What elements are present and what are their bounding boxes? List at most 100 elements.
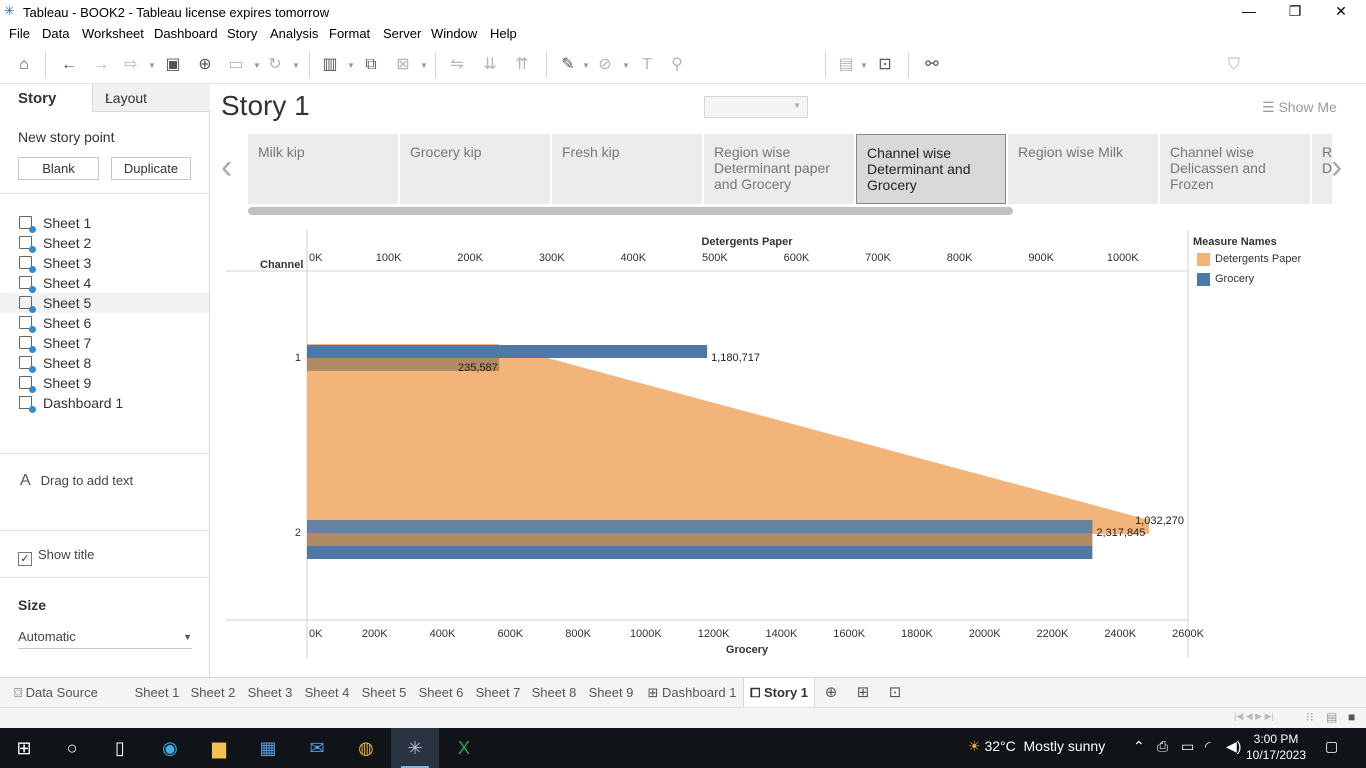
search-icon[interactable]: ○ [66, 738, 78, 758]
share-icon[interactable]: ⚯ [925, 56, 939, 73]
show-title-checkbox[interactable]: ✓ Show title [18, 547, 94, 566]
pause-updates-icon[interactable]: ▭ [228, 56, 244, 73]
format-painter-icon[interactable]: ⛉ [1227, 56, 1240, 73]
sheet-list-item[interactable]: Sheet 2 [0, 233, 209, 253]
collapse-panel-icon[interactable]: ‹ [105, 88, 110, 104]
battery-icon[interactable]: ▭ [1181, 738, 1195, 754]
size-dropdown[interactable]: Automatic ▼ [18, 629, 192, 649]
highlight-icon[interactable]: ✎ [561, 56, 575, 73]
sheet-list-item[interactable]: Sheet 5 [0, 293, 209, 313]
sort-ascending-icon[interactable]: ⇊ [483, 56, 497, 73]
tab-sheet[interactable]: Sheet 1 [134, 685, 180, 700]
show-me-button[interactable]: ☰ Show Me [1262, 99, 1337, 116]
replay-icon[interactable]: ⇨ [124, 56, 138, 73]
sheet-sorter-view-icon[interactable]: ⁝⁝ [1306, 710, 1314, 724]
minimize-button[interactable]: — [1242, 3, 1256, 19]
story-point-partial[interactable]: R D [1312, 134, 1332, 204]
drag-to-add-text[interactable]: A Drag to add text [20, 472, 133, 490]
tab-layout[interactable]: Layout ‹ [92, 84, 210, 112]
previous-story-point-arrow-icon[interactable]: ‹ [221, 148, 233, 186]
fit-dropdown[interactable]: ▼ [704, 96, 808, 118]
show-cards-dropdown-icon[interactable]: ▼ [860, 61, 868, 70]
menu-analysis[interactable]: Analysis [270, 26, 319, 41]
windows-start-icon[interactable]: ⊞ [16, 738, 32, 758]
group-dropdown-icon[interactable]: ▼ [622, 61, 630, 70]
swap-icon[interactable]: ⇋ [450, 56, 464, 73]
volume-icon[interactable]: ◀) [1226, 738, 1242, 754]
menu-format[interactable]: Format [329, 26, 371, 41]
chevron-up-icon[interactable]: ⌃ [1133, 738, 1145, 754]
chrome-icon[interactable]: ◍ [358, 738, 374, 758]
edge-browser-icon[interactable]: ◉ [162, 738, 178, 758]
weather-widget[interactable]: ☀ 32°C Mostly sunny [968, 738, 1105, 755]
tableau-app-icon[interactable]: ✳ [391, 728, 439, 768]
tab-sheet[interactable]: Sheet 4 [304, 685, 350, 700]
sort-descending-icon[interactable]: ⇈ [515, 56, 529, 73]
tabs-view-icon[interactable]: ■ [1348, 710, 1356, 724]
new-worksheet-icon[interactable]: ▥ [322, 56, 338, 73]
refresh-dropdown-icon[interactable]: ▼ [292, 61, 300, 70]
sheet-list-item[interactable]: Sheet 3 [0, 253, 209, 273]
next-story-point-arrow-icon[interactable]: › [1331, 148, 1343, 186]
menu-window[interactable]: Window [431, 26, 478, 41]
menu-worksheet[interactable]: Worksheet [82, 26, 144, 41]
menu-file[interactable]: File [9, 26, 30, 41]
tab-story[interactable]: Story [18, 90, 57, 107]
tab-dashboard[interactable]: ⊞ Dashboard 1 [643, 678, 741, 708]
file-explorer-icon[interactable]: ▆ [212, 738, 226, 758]
story-point[interactable]: Channel wise Delicassen and Frozen [1160, 134, 1310, 204]
new-worksheet-tab-icon[interactable]: ⊕ [824, 684, 838, 701]
refresh-icon[interactable]: ↻ [268, 56, 282, 73]
store-icon[interactable]: ▦ [259, 738, 277, 758]
fix-axes-icon[interactable]: ⚲ [671, 56, 683, 73]
sheet-list-item[interactable]: Sheet 7 [0, 333, 209, 353]
story-point-active[interactable]: Channel wise Determinant and Grocery [856, 134, 1006, 204]
replay-dropdown-icon[interactable]: ▼ [148, 61, 156, 70]
save-icon[interactable]: ▣ [165, 56, 181, 73]
sheet-list-item[interactable]: Sheet 9 [0, 373, 209, 393]
notifications-icon[interactable]: ▢ [1325, 738, 1339, 754]
filmstrip-view-icon[interactable]: ▤ [1326, 710, 1338, 724]
highlight-dropdown-icon[interactable]: ▼ [582, 61, 590, 70]
close-button[interactable]: ✕ [1335, 3, 1347, 19]
story-point[interactable]: Region wise Determinant paper and Grocer… [704, 134, 854, 204]
new-worksheet-dropdown-icon[interactable]: ▼ [347, 61, 355, 70]
tab-sheet[interactable]: Sheet 8 [531, 685, 577, 700]
menu-data[interactable]: Data [42, 26, 70, 41]
sheet-list-item[interactable]: Sheet 1 [0, 213, 209, 233]
blank-button[interactable]: Blank [18, 157, 99, 180]
excel-icon[interactable]: X [457, 738, 470, 758]
tab-sheet[interactable]: Sheet 6 [418, 685, 464, 700]
story-point[interactable]: Fresh kip [552, 134, 702, 204]
wifi-icon[interactable]: ◜ [1205, 738, 1211, 754]
new-story-tab-icon[interactable]: ⊡ [888, 684, 902, 701]
sheet-list-item[interactable]: Sheet 6 [0, 313, 209, 333]
sheet-list-item[interactable]: Dashboard 1 [0, 393, 209, 413]
clock[interactable]: 3:00 PM 10/17/2023 [1244, 731, 1308, 763]
tab-sheet[interactable]: Sheet 7 [475, 685, 521, 700]
clear-sheet-icon[interactable]: ⊠ [396, 56, 410, 73]
duplicate-button[interactable]: Duplicate [111, 157, 191, 180]
tab-sheet[interactable]: Sheet 5 [361, 685, 407, 700]
story-points-scrollbar[interactable] [248, 207, 1013, 215]
group-icon[interactable]: ⊘ [598, 56, 612, 73]
tab-story-active[interactable]: ⧠ Story 1 [743, 678, 815, 708]
new-dashboard-tab-icon[interactable]: ⊞ [856, 684, 870, 701]
labels-icon[interactable]: T [642, 56, 652, 73]
presentation-mode-icon[interactable]: ⊡ [878, 56, 892, 73]
task-view-icon[interactable]: ▯ [115, 738, 125, 758]
tab-navigation-icons[interactable]: |◀ ◀ ▶ ▶| [1234, 711, 1274, 721]
show-cards-icon[interactable]: ▤ [838, 56, 854, 73]
pause-dropdown-icon[interactable]: ▼ [253, 61, 261, 70]
tab-sheet[interactable]: Sheet 3 [247, 685, 293, 700]
duplicate-sheet-icon[interactable]: ⧉ [365, 56, 377, 73]
sheet-list-item[interactable]: Sheet 8 [0, 353, 209, 373]
home-icon[interactable]: ⌂ [19, 56, 29, 73]
redo-icon[interactable]: → [93, 56, 109, 73]
menu-server[interactable]: Server [383, 26, 422, 41]
clear-dropdown-icon[interactable]: ▼ [420, 61, 428, 70]
sheet-list-item[interactable]: Sheet 4 [0, 273, 209, 293]
tab-data-source[interactable]: ⌼ Data Source [6, 678, 106, 708]
menu-dashboard[interactable]: Dashboard [154, 26, 218, 41]
story-point[interactable]: Region wise Milk [1008, 134, 1158, 204]
